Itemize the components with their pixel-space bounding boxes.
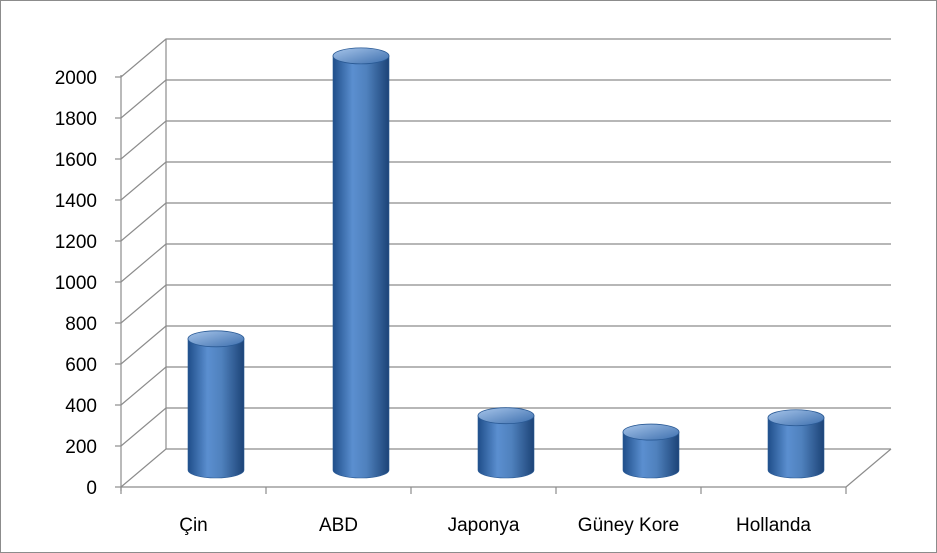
bar-top [187, 330, 245, 348]
y-tick-label: 200 [65, 437, 97, 458]
gridline [120, 243, 891, 283]
gridline [120, 366, 891, 406]
bar [332, 47, 390, 479]
y-tick-label: 800 [65, 314, 97, 335]
bar-body [332, 55, 390, 479]
y-tick-label: 0 [86, 478, 97, 499]
gridline [120, 79, 891, 119]
bar [187, 330, 245, 479]
axis-layer [115, 75, 847, 494]
gridline [120, 161, 891, 201]
x-tick-label: Hollanda [736, 515, 811, 536]
gridline [120, 407, 891, 447]
bar [767, 409, 825, 479]
x-tick-label: Japonya [448, 515, 520, 536]
x-tick-label: Çin [179, 515, 208, 536]
bar-body [477, 415, 535, 479]
bar-top [767, 409, 825, 427]
bar-top [332, 47, 390, 65]
bar [622, 423, 680, 479]
bar-body [767, 417, 825, 479]
y-tick-label: 1000 [55, 273, 97, 294]
y-tick-label: 400 [65, 396, 97, 417]
bar-body [622, 431, 680, 479]
y-tick-label: 1800 [55, 109, 97, 130]
y-tick-label: 600 [65, 355, 97, 376]
gridline [120, 325, 891, 365]
label-layer: 0 200 400 600 800 1000 1200 1400 1600 1800 2000 Çin… [55, 68, 812, 536]
bar-body [187, 338, 245, 479]
gridline [120, 38, 891, 78]
bar-top [477, 407, 535, 425]
y-tick-label: 1600 [55, 150, 97, 171]
x-tick-label: Güney Kore [578, 515, 679, 536]
gridline [120, 202, 891, 242]
bar-layer [187, 47, 825, 479]
y-tick-label: 1200 [55, 232, 97, 253]
bar-top [622, 423, 680, 441]
y-tick-label: 2000 [55, 68, 97, 89]
y-tick-label: 1400 [55, 191, 97, 212]
gridline [120, 284, 891, 324]
gridline [120, 120, 891, 160]
x-tick-label: ABD [319, 515, 358, 536]
bar [477, 407, 535, 479]
